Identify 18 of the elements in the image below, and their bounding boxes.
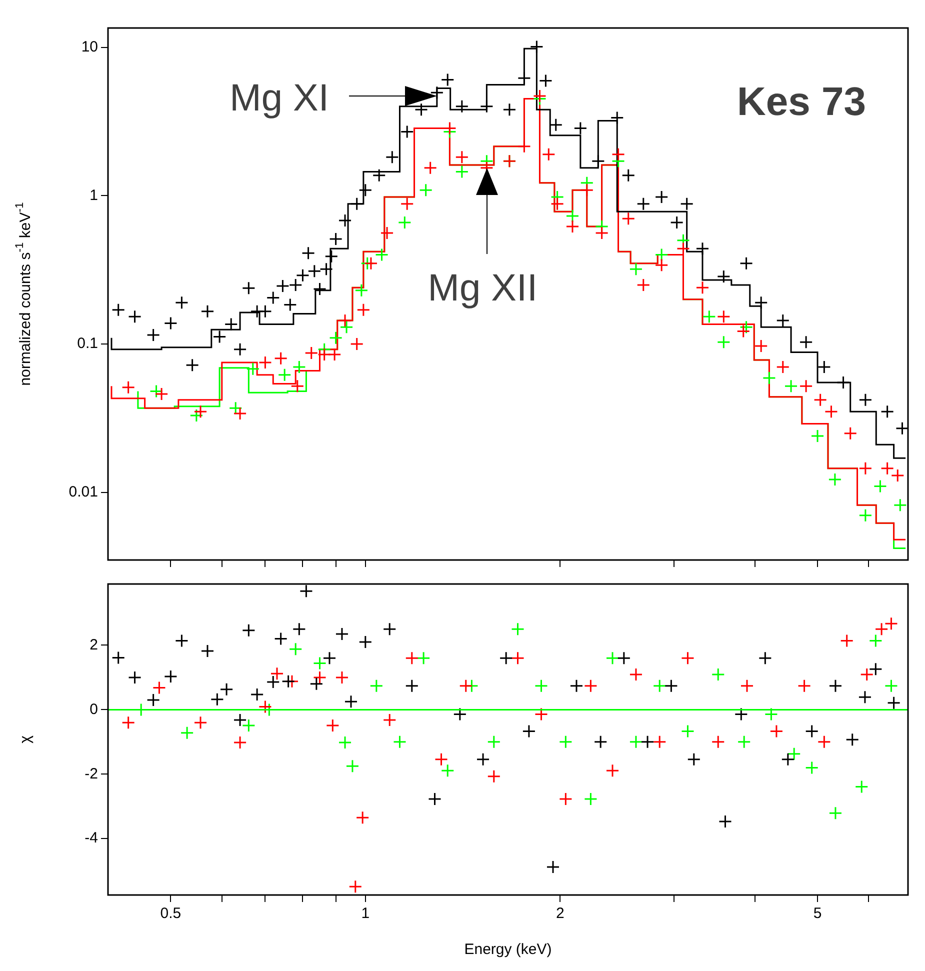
y-tick-label: -2 xyxy=(84,765,98,782)
y-axis-title: χ xyxy=(17,735,34,744)
annotation: Kes 73 xyxy=(737,80,866,124)
x-tick-label: 2 xyxy=(556,905,564,922)
annotation: Mg XI xyxy=(230,77,329,120)
x-tick-label: 5 xyxy=(813,905,822,922)
y-tick-label: 0.1 xyxy=(77,335,98,352)
y-tick-label: 1 xyxy=(90,186,98,204)
y-tick-label: 0.01 xyxy=(68,484,98,501)
x-tick-label: 0.5 xyxy=(160,905,182,922)
y-tick-label: 2 xyxy=(90,636,98,654)
y-tick-label: 0 xyxy=(90,700,98,718)
y-tick-label: 10 xyxy=(81,38,98,56)
x-tick-label: 1 xyxy=(361,905,370,922)
y-axis-title: normalized counts s-1 keV-1 xyxy=(14,202,34,386)
annotation: Mg XII xyxy=(428,267,538,310)
x-axis-title: Energy (keV) xyxy=(464,941,552,958)
y-tick-label: -4 xyxy=(84,830,98,847)
